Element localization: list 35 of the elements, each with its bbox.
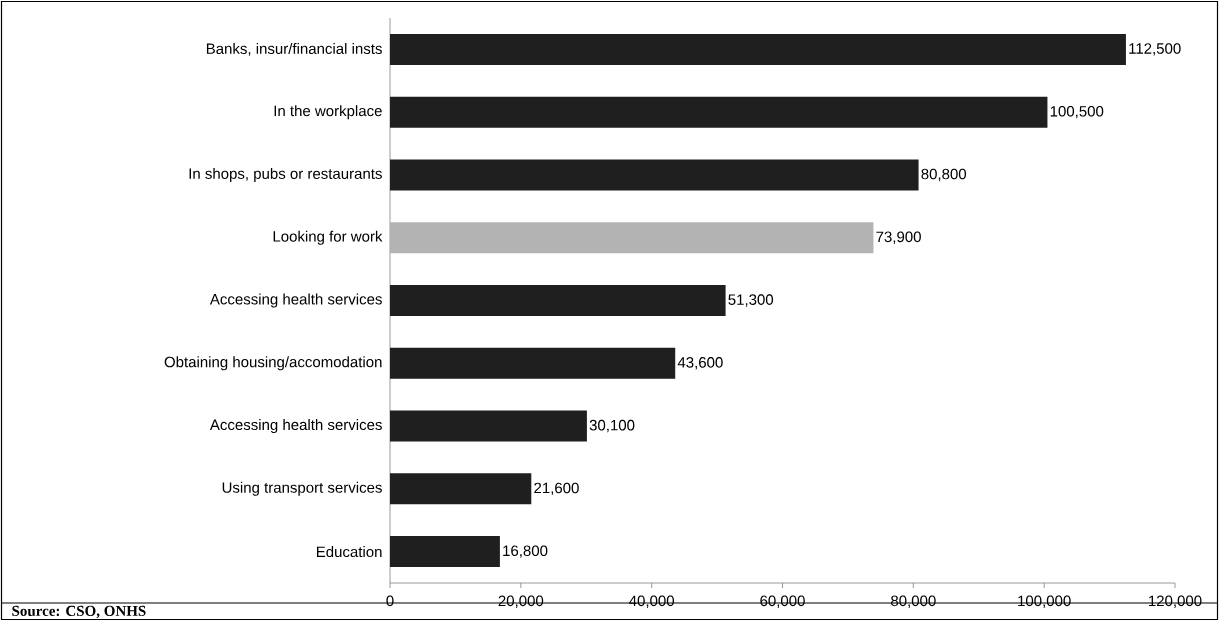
bar [390, 159, 919, 191]
y-tick-label: Using transport services [222, 481, 382, 496]
data-label: 73,900 [876, 231, 921, 244]
y-tick-label: Obtaining housing/accomodation [164, 356, 382, 371]
y-tick-label: Looking for work [273, 230, 383, 245]
x-tick-label: 80,000 [891, 595, 936, 608]
y-tick-label: Education [316, 545, 382, 557]
x-tick-label: 100,000 [1018, 595, 1071, 608]
x-tick-label: 60,000 [760, 595, 805, 608]
source-note: Source: CSO, ONHS [12, 605, 146, 618]
data-label: 112,500 [1129, 42, 1181, 56]
data-label: 30,100 [589, 419, 635, 433]
x-tick-label: 0 [386, 595, 394, 606]
data-label: 80,800 [921, 168, 967, 181]
bar [390, 410, 587, 442]
data-label: 16,800 [503, 545, 548, 558]
bar [390, 473, 532, 505]
data-label: 43,600 [677, 356, 723, 370]
x-tick-label: 20,000 [498, 595, 544, 608]
y-tick-label: Banks, insur/financial insts [206, 42, 382, 56]
bar [390, 284, 726, 316]
y-tick-label: Accessing health services [209, 293, 382, 308]
data-label: 21,600 [534, 482, 579, 495]
bar [390, 222, 874, 254]
y-tick-label: Accessing health services [209, 418, 382, 433]
bar [390, 535, 500, 567]
x-tick-label: 40,000 [629, 595, 675, 608]
y-tick-label: In shops, pubs or restaurants [189, 167, 382, 182]
bar [390, 347, 676, 379]
data-label: 51,300 [728, 294, 774, 307]
data-label: 100,500 [1050, 105, 1104, 119]
y-tick-label: In the workplace [274, 104, 382, 119]
bar [390, 96, 1048, 128]
x-tick-label: 120,000 [1149, 595, 1202, 608]
bar [390, 33, 1126, 65]
